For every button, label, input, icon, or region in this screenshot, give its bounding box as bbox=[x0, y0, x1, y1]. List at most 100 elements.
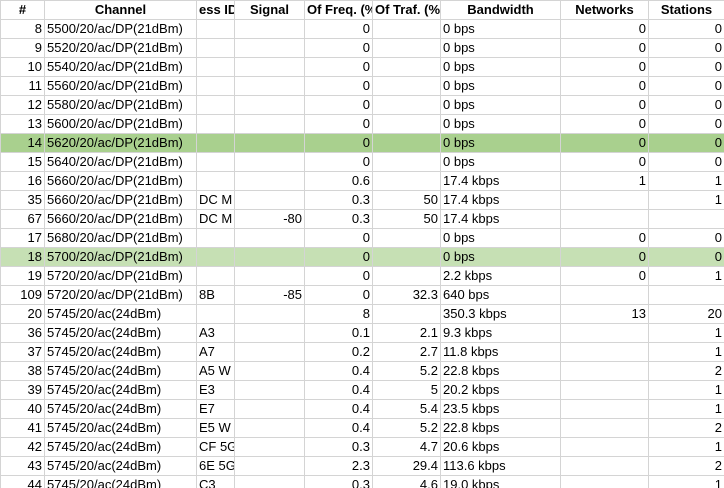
cell-id[interactable]: 15 bbox=[0, 152, 45, 172]
cell-traf[interactable]: 4.6 bbox=[372, 475, 441, 488]
cell-signal[interactable] bbox=[234, 247, 305, 267]
cell-stations[interactable]: 1 bbox=[648, 475, 724, 488]
cell-ess-id[interactable] bbox=[196, 114, 235, 134]
cell-bandwidth[interactable]: 20.6 kbps bbox=[440, 437, 561, 457]
cell-networks[interactable]: 0 bbox=[560, 38, 649, 58]
cell-traf[interactable] bbox=[372, 38, 441, 58]
cell-networks[interactable] bbox=[560, 418, 649, 438]
cell-stations[interactable]: 1 bbox=[648, 171, 724, 191]
cell-freq[interactable]: 0 bbox=[304, 228, 373, 248]
cell-signal[interactable] bbox=[234, 133, 305, 153]
cell-traf[interactable] bbox=[372, 152, 441, 172]
cell-traf[interactable]: 50 bbox=[372, 190, 441, 210]
cell-signal[interactable] bbox=[234, 57, 305, 77]
column-header-channel[interactable]: Channel bbox=[44, 0, 197, 20]
cell-freq[interactable]: 0 bbox=[304, 247, 373, 267]
cell-bandwidth[interactable]: 22.8 kbps bbox=[440, 418, 561, 438]
cell-ess-id[interactable] bbox=[196, 133, 235, 153]
cell-signal[interactable]: -80 bbox=[234, 209, 305, 229]
cell-networks[interactable] bbox=[560, 475, 649, 488]
cell-networks[interactable]: 0 bbox=[560, 57, 649, 77]
cell-ess-id[interactable]: A3 bbox=[196, 323, 235, 343]
cell-networks[interactable] bbox=[560, 399, 649, 419]
cell-bandwidth[interactable]: 22.8 kbps bbox=[440, 361, 561, 381]
cell-networks[interactable]: 1 bbox=[560, 171, 649, 191]
cell-traf[interactable]: 29.4 bbox=[372, 456, 441, 476]
cell-freq[interactable]: 0 bbox=[304, 285, 373, 305]
cell-id[interactable]: 44 bbox=[0, 475, 45, 488]
cell-id[interactable]: 11 bbox=[0, 76, 45, 96]
cell-channel[interactable]: 5660/20/ac/DP(21dBm) bbox=[44, 171, 197, 191]
cell-id[interactable]: 43 bbox=[0, 456, 45, 476]
cell-signal[interactable] bbox=[234, 456, 305, 476]
cell-networks[interactable] bbox=[560, 342, 649, 362]
cell-networks[interactable]: 0 bbox=[560, 228, 649, 248]
cell-freq[interactable]: 0 bbox=[304, 38, 373, 58]
cell-bandwidth[interactable]: 0 bps bbox=[440, 114, 561, 134]
cell-freq[interactable]: 0 bbox=[304, 57, 373, 77]
cell-signal[interactable] bbox=[234, 152, 305, 172]
cell-networks[interactable] bbox=[560, 437, 649, 457]
cell-bandwidth[interactable]: 11.8 kbps bbox=[440, 342, 561, 362]
cell-stations[interactable]: 1 bbox=[648, 323, 724, 343]
cell-ess-id[interactable]: A5 W bbox=[196, 361, 235, 381]
cell-channel[interactable]: 5720/20/ac/DP(21dBm) bbox=[44, 285, 197, 305]
cell-stations[interactable]: 0 bbox=[648, 228, 724, 248]
cell-bandwidth[interactable]: 20.2 kbps bbox=[440, 380, 561, 400]
cell-networks[interactable]: 0 bbox=[560, 247, 649, 267]
column-header-freq[interactable]: Of Freq. (% bbox=[304, 0, 373, 20]
cell-id[interactable]: 39 bbox=[0, 380, 45, 400]
cell-bandwidth[interactable]: 17.4 kbps bbox=[440, 171, 561, 191]
cell-channel[interactable]: 5745/20/ac(24dBm) bbox=[44, 399, 197, 419]
cell-networks[interactable]: 0 bbox=[560, 266, 649, 286]
cell-signal[interactable] bbox=[234, 38, 305, 58]
cell-bandwidth[interactable]: 0 bps bbox=[440, 247, 561, 267]
cell-stations[interactable]: 1 bbox=[648, 266, 724, 286]
cell-traf[interactable] bbox=[372, 228, 441, 248]
cell-ess-id[interactable] bbox=[196, 228, 235, 248]
cell-bandwidth[interactable]: 0 bps bbox=[440, 57, 561, 77]
cell-ess-id[interactable]: CF 5G bbox=[196, 437, 235, 457]
cell-ess-id[interactable]: E5 W bbox=[196, 418, 235, 438]
cell-freq[interactable]: 0.4 bbox=[304, 380, 373, 400]
cell-id[interactable]: 35 bbox=[0, 190, 45, 210]
cell-traf[interactable]: 2.7 bbox=[372, 342, 441, 362]
cell-stations[interactable]: 1 bbox=[648, 190, 724, 210]
cell-bandwidth[interactable]: 9.3 kbps bbox=[440, 323, 561, 343]
cell-id[interactable]: 40 bbox=[0, 399, 45, 419]
cell-channel[interactable]: 5745/20/ac(24dBm) bbox=[44, 342, 197, 362]
cell-freq[interactable]: 0.1 bbox=[304, 323, 373, 343]
cell-signal[interactable] bbox=[234, 266, 305, 286]
cell-channel[interactable]: 5660/20/ac/DP(21dBm) bbox=[44, 190, 197, 210]
cell-stations[interactable]: 1 bbox=[648, 380, 724, 400]
cell-stations[interactable] bbox=[648, 209, 724, 229]
cell-bandwidth[interactable]: 0 bps bbox=[440, 95, 561, 115]
cell-traf[interactable] bbox=[372, 133, 441, 153]
cell-signal[interactable] bbox=[234, 380, 305, 400]
cell-ess-id[interactable] bbox=[196, 247, 235, 267]
cell-networks[interactable]: 0 bbox=[560, 114, 649, 134]
cell-traf[interactable]: 5.4 bbox=[372, 399, 441, 419]
cell-freq[interactable]: 0 bbox=[304, 133, 373, 153]
cell-id[interactable]: 17 bbox=[0, 228, 45, 248]
cell-ess-id[interactable] bbox=[196, 76, 235, 96]
cell-freq[interactable]: 0 bbox=[304, 76, 373, 96]
cell-freq[interactable]: 0.4 bbox=[304, 399, 373, 419]
column-header-id[interactable]: # bbox=[0, 0, 45, 20]
cell-traf[interactable]: 2.1 bbox=[372, 323, 441, 343]
cell-channel[interactable]: 5640/20/ac/DP(21dBm) bbox=[44, 152, 197, 172]
cell-bandwidth[interactable]: 23.5 kbps bbox=[440, 399, 561, 419]
cell-signal[interactable] bbox=[234, 228, 305, 248]
cell-traf[interactable] bbox=[372, 19, 441, 39]
cell-signal[interactable] bbox=[234, 399, 305, 419]
cell-freq[interactable]: 0.3 bbox=[304, 209, 373, 229]
cell-ess-id[interactable]: 6E 5G bbox=[196, 456, 235, 476]
cell-channel[interactable]: 5620/20/ac/DP(21dBm) bbox=[44, 133, 197, 153]
cell-channel[interactable]: 5500/20/ac/DP(21dBm) bbox=[44, 19, 197, 39]
cell-stations[interactable] bbox=[648, 285, 724, 305]
cell-signal[interactable] bbox=[234, 437, 305, 457]
cell-bandwidth[interactable]: 113.6 kbps bbox=[440, 456, 561, 476]
cell-stations[interactable]: 1 bbox=[648, 342, 724, 362]
cell-id[interactable]: 42 bbox=[0, 437, 45, 457]
column-header-stations[interactable]: Stations bbox=[648, 0, 724, 20]
